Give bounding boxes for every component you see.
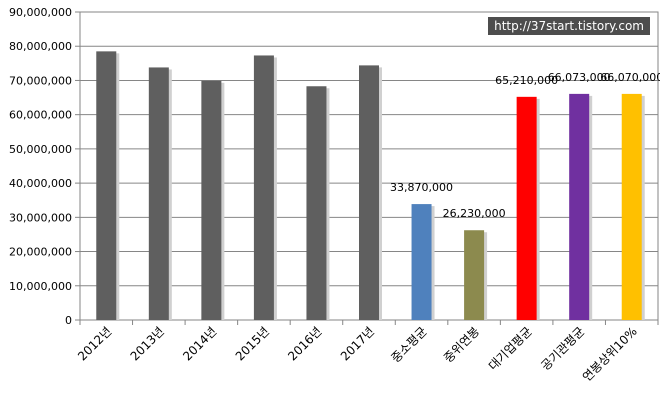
y-axis-ticks: 0 10,000,000 20,000,000 30,000,000 40,000,00… xyxy=(9,6,80,327)
bar xyxy=(306,86,327,320)
y-tick-label: 30,000,000 xyxy=(9,211,72,224)
x-tick-label: 2013년 xyxy=(128,324,167,363)
data-label: 33,870,000 xyxy=(390,181,453,194)
y-tick-label: 40,000,000 xyxy=(9,177,72,190)
bar xyxy=(464,230,485,320)
x-tick-label: 대기업평균 xyxy=(486,324,535,373)
y-tick-label: 80,000,000 xyxy=(9,40,72,53)
x-tick-label: 중위연봉 xyxy=(441,324,482,365)
data-label: 66,073,000 xyxy=(548,71,611,84)
x-tick-label: 2016년 xyxy=(285,324,324,363)
bar xyxy=(148,67,169,320)
bar xyxy=(411,204,432,320)
data-label: 66,070,000 xyxy=(600,71,660,84)
bar xyxy=(621,93,642,321)
y-tick-label: 20,000,000 xyxy=(9,246,72,259)
x-tick-label: 중소평균 xyxy=(389,324,430,365)
y-tick-label: 50,000,000 xyxy=(9,143,72,156)
y-tick-label: 0 xyxy=(65,314,72,327)
bar xyxy=(253,55,274,321)
y-tick-label: 60,000,000 xyxy=(9,109,72,122)
data-label: 65,210,000 xyxy=(495,74,558,87)
watermark: http://37start.tistory.com xyxy=(488,17,650,35)
bars xyxy=(96,51,645,321)
x-axis-ticks: 2012년 2013년 2014년 2015년 2016년 2017년 중소평균 중위연봉 대기… xyxy=(75,320,659,384)
y-tick-label: 10,000,000 xyxy=(9,280,72,293)
x-tick-label: 연봉상위10% xyxy=(580,324,640,384)
x-tick-label: 공기관평균 xyxy=(538,324,587,373)
bar xyxy=(516,96,537,321)
bar xyxy=(359,65,379,321)
bar xyxy=(201,80,222,320)
bar xyxy=(569,93,590,320)
x-tick-label: 2017년 xyxy=(338,324,377,363)
x-tick-label: 2015년 xyxy=(233,324,272,363)
x-tick-label: 2014년 xyxy=(180,324,219,363)
data-label: 26,230,000 xyxy=(443,207,506,220)
y-tick-label: 70,000,000 xyxy=(9,74,72,87)
y-tick-label: 90,000,000 xyxy=(9,6,72,19)
x-tick-label: 2012년 xyxy=(75,324,114,363)
bar xyxy=(96,51,117,320)
data-labels: 33,870,000 26,230,000 65,210,00066,073,000… xyxy=(390,71,660,220)
